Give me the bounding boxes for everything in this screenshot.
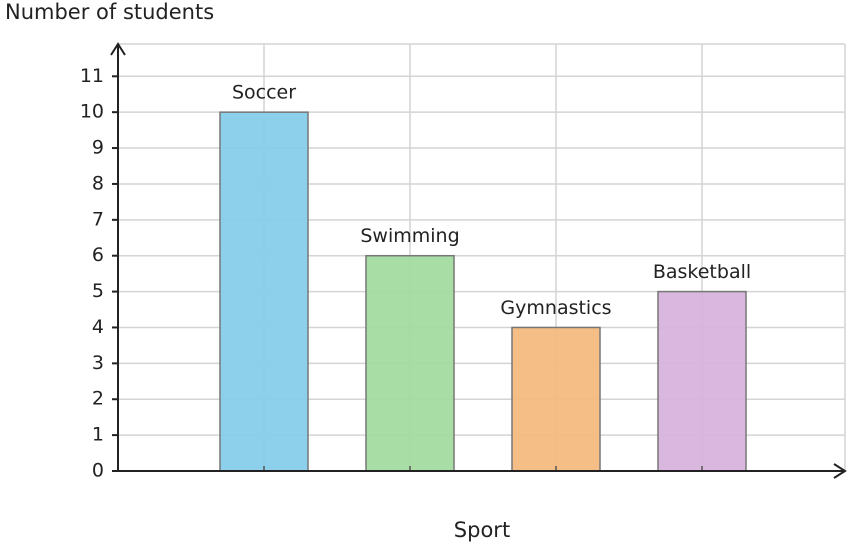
x-axis <box>118 463 847 479</box>
y-tick-label: 0 <box>92 460 104 482</box>
y-tick-label: 10 <box>80 101 104 123</box>
y-axis <box>110 42 126 471</box>
bar <box>511 326 601 472</box>
y-tick-label: 8 <box>92 172 104 194</box>
x-axis-label: Sport <box>454 518 510 542</box>
bar-label: Swimming <box>360 225 459 247</box>
bar <box>657 290 747 472</box>
bar-label: Basketball <box>653 261 751 283</box>
y-tick-label: 6 <box>92 244 104 266</box>
bar-label: Gymnastics <box>500 297 611 319</box>
y-tick-label: 9 <box>92 137 104 159</box>
bars <box>219 111 747 472</box>
y-tick-label: 3 <box>92 352 104 374</box>
bar <box>365 254 455 472</box>
y-tick-label: 1 <box>92 424 104 446</box>
y-tick-label: 7 <box>92 208 104 230</box>
y-axis-label: Number of students <box>5 0 214 24</box>
bar <box>219 111 309 472</box>
y-tick-label: 4 <box>92 316 104 338</box>
y-tick-label: 11 <box>80 65 104 87</box>
y-tick-label: 2 <box>92 388 104 410</box>
bar-label: Soccer <box>232 82 296 104</box>
y-tick-label: 5 <box>92 280 104 302</box>
